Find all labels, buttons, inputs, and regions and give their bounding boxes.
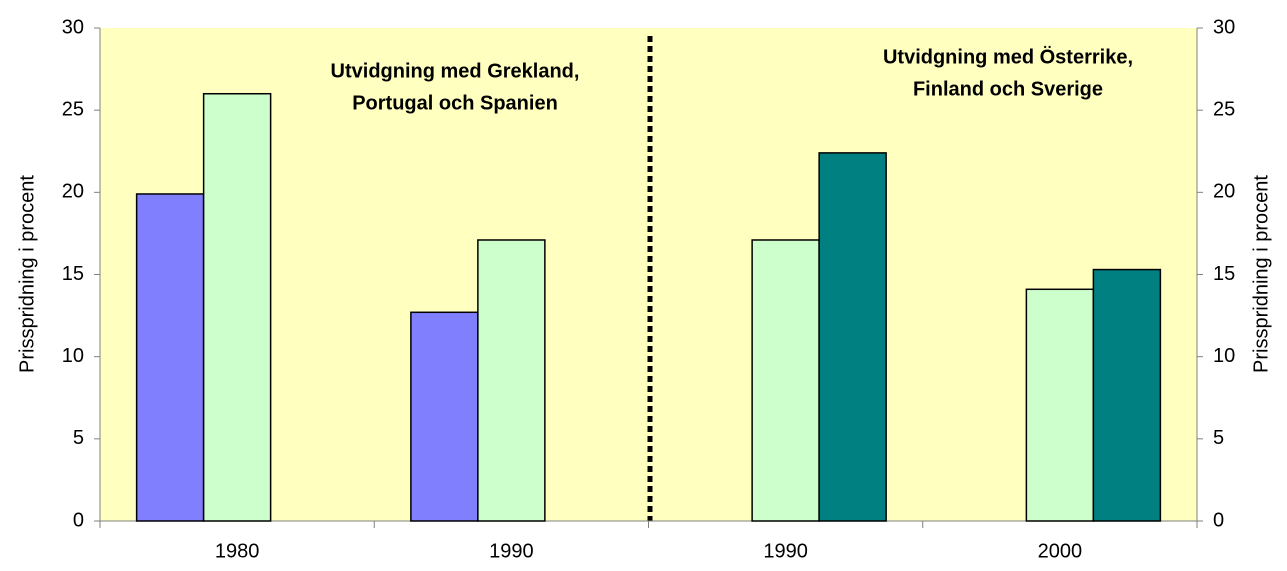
bar bbox=[477, 239, 546, 522]
y-tick-label: 0 bbox=[73, 509, 84, 531]
x-tick-label: 1990 bbox=[763, 540, 808, 562]
y-axis-label: Prisspridning i procent bbox=[16, 175, 38, 373]
y2-tick-label: 15 bbox=[1213, 263, 1235, 285]
y-tick-label: 30 bbox=[62, 16, 84, 38]
bar bbox=[410, 311, 479, 522]
y-tick-label: 10 bbox=[62, 345, 84, 367]
y2-tick-label: 5 bbox=[1213, 427, 1224, 449]
bar bbox=[751, 239, 820, 522]
annotation: Finland och Sverige bbox=[913, 78, 1103, 100]
x-tick-label: 1990 bbox=[489, 540, 534, 562]
y2-tick-label: 30 bbox=[1213, 16, 1235, 38]
bar bbox=[202, 92, 272, 522]
y2-tick-label: 25 bbox=[1213, 98, 1235, 120]
annotation: Utvidgning med Grekland, bbox=[331, 60, 580, 82]
bar bbox=[818, 152, 887, 522]
y-tick-label: 15 bbox=[62, 263, 84, 285]
y-tick-label: 25 bbox=[62, 98, 84, 120]
bar bbox=[1025, 288, 1095, 522]
y2-tick-label: 10 bbox=[1213, 345, 1235, 367]
annotation: Utvidgning med Österrike, bbox=[883, 45, 1133, 68]
y2-tick-label: 0 bbox=[1213, 509, 1224, 531]
y2-axis-label: Prisspridning i procent bbox=[1250, 175, 1272, 373]
y2-tick-label: 20 bbox=[1213, 181, 1235, 203]
x-tick-label: 1980 bbox=[215, 540, 260, 562]
y-tick-label: 5 bbox=[73, 427, 84, 449]
y-tick-label: 20 bbox=[62, 181, 84, 203]
bar bbox=[135, 193, 205, 522]
x-tick-label: 2000 bbox=[1038, 540, 1083, 562]
annotation: Portugal och Spanien bbox=[352, 92, 558, 114]
bar bbox=[1092, 268, 1162, 522]
